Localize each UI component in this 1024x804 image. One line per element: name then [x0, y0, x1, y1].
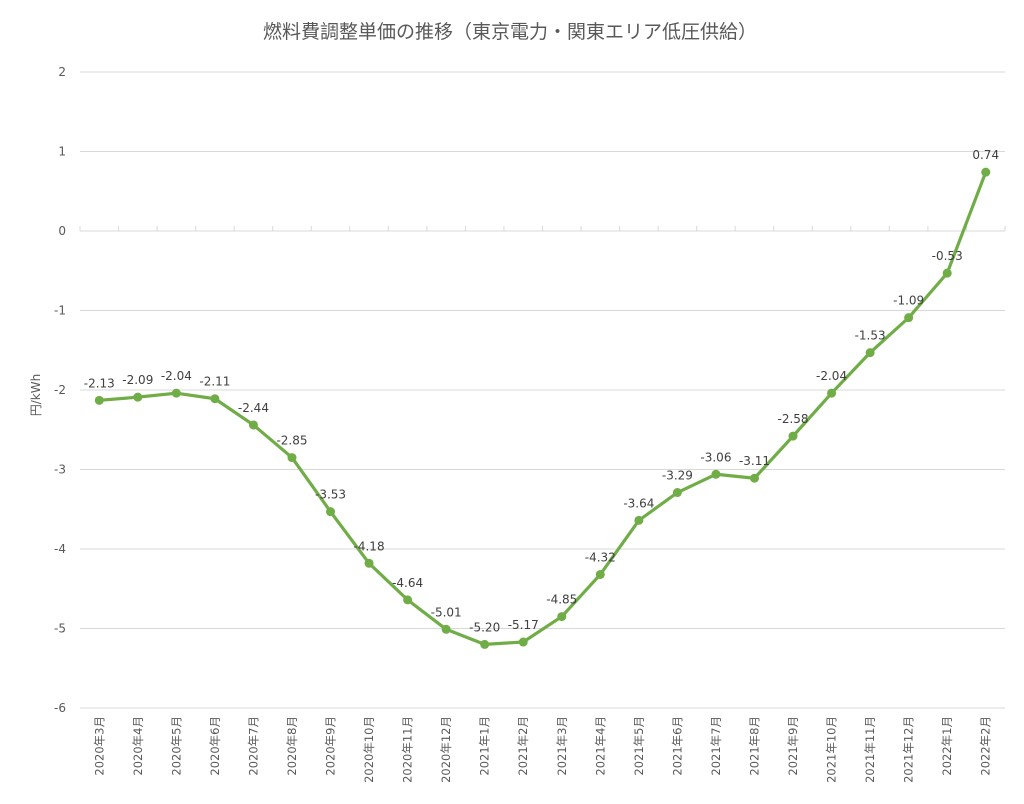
y-axis-ticks: 2 1 0 -1 -2 -3 -4 -5 -6: [54, 65, 66, 715]
data-point-marker: [287, 453, 297, 463]
data-point-marker: [904, 313, 914, 323]
x-tick-label: 2020年5月: [169, 716, 183, 776]
data-label: -3.11: [739, 454, 770, 468]
data-point-marker: [94, 395, 104, 405]
data-point-marker: [595, 569, 605, 579]
data-label: -2.09: [122, 373, 153, 387]
data-label: -3.64: [623, 496, 654, 510]
data-point-marker: [711, 469, 721, 479]
data-label: -2.85: [276, 434, 307, 448]
x-tick-label: 2022年2月: [979, 716, 993, 776]
y-tick-label: -1: [54, 304, 66, 318]
data-point-marker: [865, 348, 875, 358]
data-label: -4.18: [354, 539, 385, 553]
chart-title: 燃料費調整単価の推移（東京電力・関東エリア低圧供給）: [263, 21, 757, 43]
data-label: -2.11: [199, 375, 230, 389]
data-label: -2.04: [816, 369, 847, 383]
x-tick-label: 2020年6月: [208, 716, 222, 776]
data-label: 0.74: [972, 148, 999, 162]
data-label: -0.53: [932, 249, 963, 263]
y-tick-label: -3: [54, 463, 66, 477]
x-tick-label: 2021年9月: [786, 716, 800, 776]
data-label: -4.85: [546, 593, 577, 607]
x-tick-label: 2020年8月: [285, 716, 299, 776]
data-label: -4.64: [392, 576, 423, 590]
y-tick-label: 0: [58, 224, 66, 238]
data-point-marker: [364, 558, 374, 568]
data-label: -2.58: [777, 412, 808, 426]
x-tick-label: 2020年4月: [131, 716, 145, 776]
x-tick-label: 2021年3月: [555, 716, 569, 776]
x-axis-ticks: 2020年3月 2020年4月 2020年5月 2020年6月 2020年7月 2020年…: [92, 716, 992, 783]
data-label: -3.29: [662, 469, 693, 483]
data-point-marker: [326, 507, 336, 517]
x-tick-label: 2021年5月: [632, 716, 646, 776]
x-tick-label: 2021年7月: [709, 716, 723, 776]
data-point-marker: [133, 392, 143, 402]
data-point-marker: [518, 637, 528, 647]
data-labels: -2.13 -2.09 -2.04 -2.11 -2.44 -2.85 -3.53 -4.18…: [84, 148, 999, 634]
data-point-marker: [441, 624, 451, 634]
x-tick-label: 2021年10月: [825, 716, 839, 783]
data-point-marker: [788, 431, 798, 441]
x-tick-label: 2022年1月: [940, 716, 954, 776]
x-tick-label: 2021年8月: [747, 716, 761, 776]
x-tick-label: 2020年12月: [439, 716, 453, 783]
x-tick-label: 2020年10月: [362, 716, 376, 783]
x-tick-label: 2021年1月: [478, 716, 492, 776]
series-markers: [94, 167, 991, 649]
x-tick-label: 2021年11月: [863, 716, 877, 783]
data-label: -1.53: [855, 329, 886, 343]
data-point-marker: [981, 167, 991, 177]
x-tick-label: 2020年9月: [324, 716, 338, 776]
data-point-marker: [942, 268, 952, 278]
data-label: -1.09: [893, 294, 924, 308]
data-point-marker: [672, 488, 682, 498]
data-point-marker: [403, 595, 413, 605]
y-tick-label: 1: [58, 145, 66, 159]
x-tick-label: 2020年7月: [246, 716, 260, 776]
gridlines: [80, 71, 1005, 709]
data-label: -4.32: [585, 550, 616, 564]
data-point-marker: [210, 394, 220, 404]
data-label: -3.06: [700, 450, 731, 464]
x-tick-label: 2021年12月: [902, 716, 916, 783]
y-tick-label: -4: [54, 542, 66, 556]
y-tick-label: -2: [54, 383, 66, 397]
y-axis-label: 円/kWh: [29, 374, 43, 416]
data-label: -2.04: [161, 369, 192, 383]
x-axis: [79, 226, 1006, 232]
data-label: -5.20: [469, 620, 500, 634]
data-point-marker: [248, 420, 258, 430]
data-point-marker: [480, 639, 490, 649]
x-tick-label: 2021年6月: [670, 716, 684, 776]
data-label: -2.13: [84, 376, 115, 390]
data-point-marker: [557, 612, 567, 622]
data-point-marker: [749, 473, 759, 483]
series-line: [97, 170, 988, 647]
data-point-marker: [171, 388, 181, 398]
data-label: -5.17: [508, 618, 539, 632]
data-label: -5.01: [431, 605, 462, 619]
data-label: -2.44: [238, 401, 269, 415]
x-tick-label: 2021年4月: [593, 716, 607, 776]
data-label: -3.53: [315, 488, 346, 502]
y-tick-label: 2: [58, 65, 66, 79]
x-tick-label: 2021年2月: [516, 716, 530, 776]
y-tick-label: -5: [54, 622, 66, 636]
y-tick-label: -6: [54, 701, 66, 715]
data-point-marker: [634, 515, 644, 525]
series-line-path: [97, 170, 988, 647]
data-point-marker: [827, 388, 837, 398]
x-tick-label: 2020年11月: [401, 716, 415, 783]
x-tick-label: 2020年3月: [92, 716, 106, 776]
